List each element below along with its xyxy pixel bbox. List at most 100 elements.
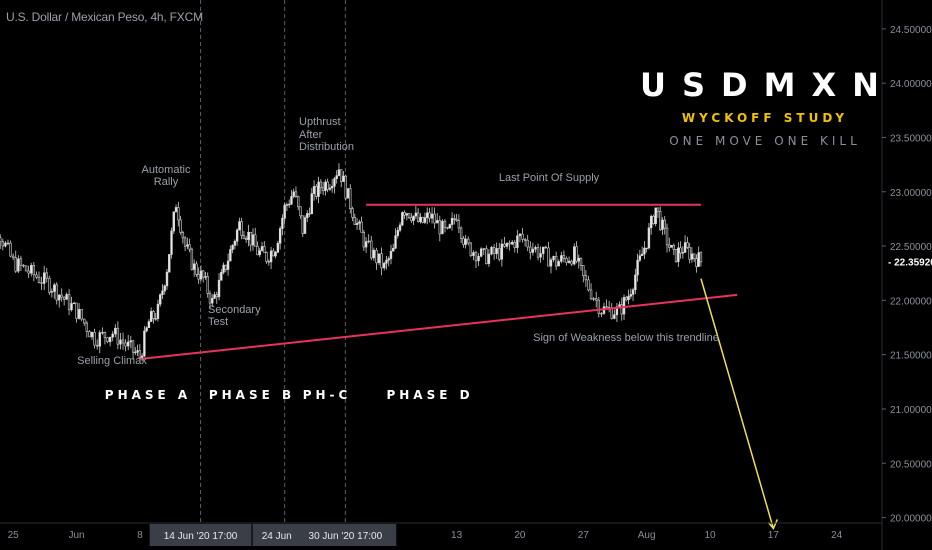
y-tick-label: 24.50000 xyxy=(890,25,932,36)
candle-body xyxy=(159,294,162,305)
candle-body xyxy=(380,253,383,269)
phase-label: PHASE A xyxy=(105,388,191,402)
candle-body xyxy=(681,252,685,254)
candle-body xyxy=(242,235,246,239)
x-tick-label: 10 xyxy=(704,530,716,541)
y-tick-label: 23.50000 xyxy=(890,133,932,144)
candle-body xyxy=(340,169,343,182)
candle-body xyxy=(686,242,689,248)
candle-body xyxy=(62,296,66,300)
candle-body xyxy=(224,264,228,270)
candle-body xyxy=(67,294,71,311)
candle-body xyxy=(24,265,28,272)
candle-body xyxy=(394,235,397,249)
candle-body xyxy=(595,298,598,301)
candle-body xyxy=(272,250,275,257)
candle-body xyxy=(423,217,427,223)
candle-body xyxy=(60,294,63,298)
candle-body xyxy=(55,284,58,301)
candle-body xyxy=(281,217,284,229)
candle-body xyxy=(287,203,291,206)
candle-body xyxy=(103,331,107,339)
candle-body xyxy=(233,240,237,246)
candle-body xyxy=(469,242,473,257)
marker-date-label: 14 Jun '20 17:00 xyxy=(164,531,238,542)
candle-body xyxy=(231,245,234,250)
brand-subtitle: WYCKOFF STUDY xyxy=(681,111,849,125)
x-tick-label: 25 xyxy=(8,530,20,541)
candle-body xyxy=(683,242,687,253)
candle-body xyxy=(114,327,117,335)
candle-body xyxy=(503,243,506,247)
candle-body xyxy=(567,260,571,263)
candle-body xyxy=(659,211,662,230)
x-tick-label: 13 xyxy=(451,530,463,541)
candle-body xyxy=(269,250,273,263)
candle-body xyxy=(213,294,216,299)
x-tick-label: 24 xyxy=(831,530,843,541)
candle-body xyxy=(181,232,185,239)
candle-body xyxy=(557,261,560,267)
candle-body xyxy=(600,312,603,315)
candle-body xyxy=(40,282,43,284)
candle-body xyxy=(597,299,601,314)
candle-body xyxy=(674,249,678,262)
candle-body xyxy=(464,238,467,245)
candle-body xyxy=(45,272,48,279)
candle-body xyxy=(419,216,422,222)
candles xyxy=(0,163,703,364)
candle-body xyxy=(101,331,104,334)
candle-body xyxy=(22,264,25,267)
trendlines xyxy=(139,203,779,530)
candle-body xyxy=(14,257,17,272)
candle-body xyxy=(183,237,187,247)
candle-body xyxy=(42,272,46,284)
candle-body xyxy=(32,265,36,276)
candle-body xyxy=(208,293,212,304)
candle-body xyxy=(330,185,334,189)
candle-body xyxy=(335,175,338,180)
candle-body xyxy=(668,244,671,248)
candle-body xyxy=(129,340,132,343)
candle-body xyxy=(217,279,221,298)
candle-body xyxy=(65,294,68,300)
candle-body xyxy=(428,212,431,219)
x-tick-label: Jun xyxy=(68,530,84,541)
candle-body xyxy=(410,217,413,221)
candle-body xyxy=(131,340,135,353)
candle-body xyxy=(542,246,545,254)
candle-body xyxy=(315,186,318,197)
annotation-label: Selling Climax xyxy=(77,355,147,367)
candle-body xyxy=(303,217,307,234)
candle-body xyxy=(534,247,537,250)
candle-body xyxy=(620,304,623,315)
candle-body xyxy=(549,259,553,267)
candle-body xyxy=(370,240,373,259)
candle-body xyxy=(450,218,454,225)
candle-body xyxy=(98,332,101,347)
candle-body xyxy=(30,265,33,274)
candle-body xyxy=(240,221,243,237)
annotation-label: Upthrust xyxy=(299,116,341,128)
candle-body xyxy=(401,212,404,226)
candle-body xyxy=(573,246,576,265)
candle-body xyxy=(638,255,642,261)
candle-body xyxy=(592,298,595,300)
candle-body xyxy=(582,265,585,276)
candle-body xyxy=(195,263,198,275)
candle-body xyxy=(355,222,359,225)
annotation-label: Automatic xyxy=(142,164,191,176)
candle-body xyxy=(518,233,522,237)
candle-body xyxy=(631,289,635,295)
candle-body xyxy=(70,303,73,311)
candle-body xyxy=(108,336,112,343)
candle-body xyxy=(459,227,463,239)
y-axis: 24.50000 24.00000 23.50000 23.00000 22.50000… xyxy=(881,0,932,550)
candle-body xyxy=(472,252,475,257)
candle-body xyxy=(539,253,542,258)
candle-body xyxy=(589,289,593,299)
candle-body xyxy=(457,220,461,229)
candle-body xyxy=(634,274,637,291)
